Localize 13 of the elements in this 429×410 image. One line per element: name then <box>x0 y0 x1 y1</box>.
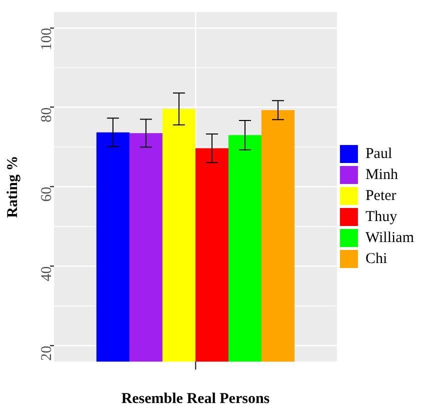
y-tick-label: 20 <box>38 346 55 361</box>
legend-label: Thuy <box>365 208 398 225</box>
x-axis-title: Resemble Real Persons <box>121 390 270 407</box>
legend-label: William <box>365 230 414 246</box>
y-tick-label: 60 <box>38 186 55 202</box>
legend-label: Minh <box>365 166 398 183</box>
legend-label: Chi <box>365 250 388 267</box>
y-tick-label: 40 <box>38 266 55 282</box>
y-tick-label: 80 <box>38 107 55 122</box>
y-axis-title: Rating % <box>4 156 21 218</box>
y-tick-label: 100 <box>38 28 55 50</box>
legend-label: Peter <box>365 188 396 204</box>
legend-label: Paul <box>365 146 392 162</box>
